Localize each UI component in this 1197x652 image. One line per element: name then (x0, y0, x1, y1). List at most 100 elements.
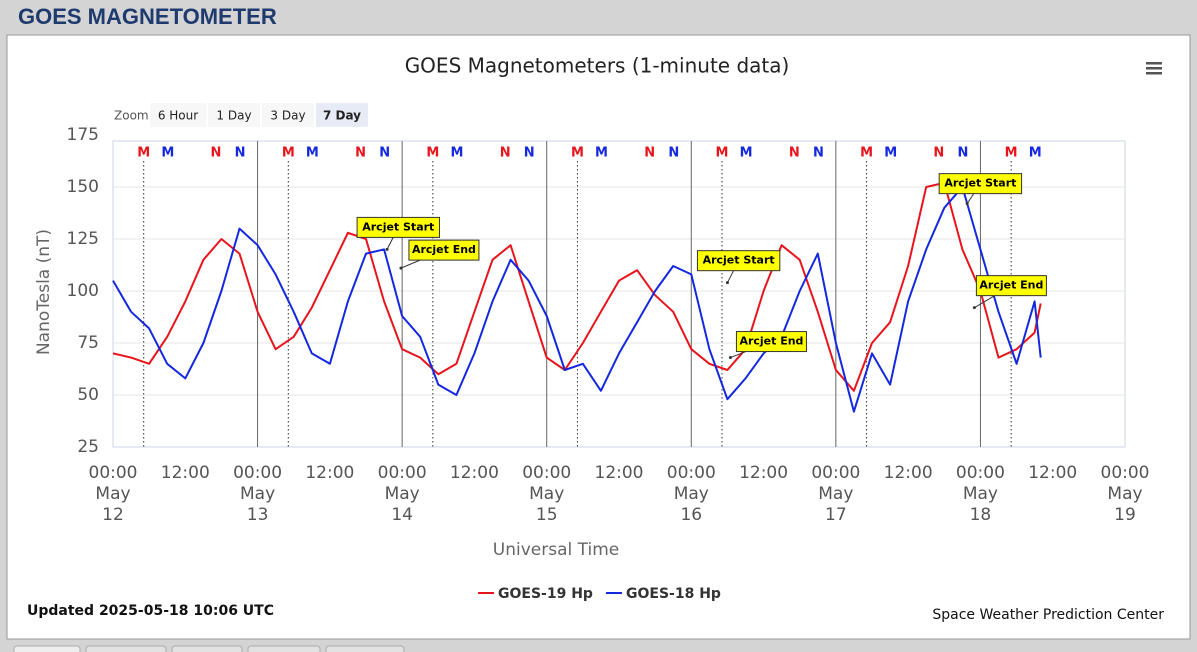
annotation-text: Arcjet End (412, 243, 476, 256)
marker-label: M (740, 146, 753, 161)
y-tick-label: 25 (77, 437, 99, 457)
x-tick-label: May (529, 484, 564, 504)
marker-label: M (571, 146, 584, 161)
series-line (112, 181, 1042, 392)
annotation-text: Arcjet Start (362, 220, 434, 233)
marker-label: M (860, 146, 873, 161)
marker-label: N (355, 146, 366, 161)
x-tick-label: May (1107, 484, 1142, 504)
y-tick-label: 100 (67, 281, 99, 301)
zoom-button-label: 6 Hour (158, 109, 198, 123)
chart-title: GOES Magnetometers (1-minute data) (405, 54, 790, 78)
x-tick-label: May (240, 484, 275, 504)
x-tick-label: 15 (536, 505, 558, 525)
marker-label: M (161, 146, 174, 161)
x-tick-label: 16 (680, 505, 702, 525)
zoom-button-bg (316, 103, 368, 127)
legend-item[interactable]: GOES-19 Hp (478, 586, 593, 602)
annotation-box (938, 173, 1023, 195)
x-tick-label: 00:00 (233, 463, 282, 483)
tab[interactable] (171, 645, 243, 652)
marker-label: N (644, 146, 655, 161)
x-tick-label: May (674, 484, 709, 504)
y-tick-label: 50 (77, 385, 99, 405)
zoom-button[interactable]: 3 Day (262, 103, 314, 127)
legend-label: GOES-18 Hp (626, 586, 721, 602)
menu-bar (1146, 67, 1162, 70)
x-tick-label: 12:00 (1028, 463, 1077, 483)
y-tick-label: 150 (67, 177, 99, 197)
x-tick-label: 19 (1114, 505, 1136, 525)
annotation-text: Arcjet Start (703, 254, 775, 267)
marker-label: N (379, 146, 390, 161)
annotation-point (965, 202, 969, 206)
marker-label: M (884, 146, 897, 161)
x-tick-label: 00:00 (811, 463, 860, 483)
y-tick-label: 75 (77, 333, 99, 353)
tab[interactable] (13, 645, 81, 652)
zoom-button[interactable]: 1 Day (208, 103, 260, 127)
marker-label: N (789, 146, 800, 161)
annotation-point (728, 356, 732, 360)
marker-label: N (235, 146, 246, 161)
menu-bar (1146, 62, 1162, 65)
x-tick-label: 00:00 (522, 463, 571, 483)
zoom-button-bg (208, 103, 260, 127)
marker-label: M (595, 146, 608, 161)
menu-button[interactable] (1146, 62, 1162, 75)
x-tick-label: May (963, 484, 998, 504)
zoom-button[interactable]: 7 Day (316, 103, 368, 127)
marker-label: M (716, 146, 729, 161)
annotation-point (385, 247, 389, 251)
tab[interactable] (247, 645, 321, 652)
zoom-button-bg (150, 103, 206, 127)
marker-label: M (1029, 146, 1042, 161)
updated-text: Updated 2025-05-18 10:06 UTC (27, 603, 274, 619)
marker-label: M (137, 146, 150, 161)
x-tick-label: May (385, 484, 420, 504)
zoom-button-label: 3 Day (270, 109, 305, 123)
marker-label: M (282, 146, 295, 161)
y-tick-label: 125 (67, 229, 99, 249)
credit-text: Space Weather Prediction Center (932, 607, 1164, 623)
marker-label: N (500, 146, 511, 161)
x-tick-label: 18 (970, 505, 992, 525)
annotation-box (356, 216, 440, 238)
series-line (112, 186, 1042, 413)
x-tick-label: 12:00 (884, 463, 933, 483)
x-tick-label: 12 (102, 505, 124, 525)
annotation-text: Arcjet End (739, 335, 803, 348)
x-tick-label: 00:00 (667, 463, 716, 483)
zoom-label: Zoom (114, 109, 149, 123)
x-tick-label: 12:00 (161, 463, 210, 483)
zoom-button[interactable]: 6 Hour (150, 103, 206, 127)
zoom-button-label: 7 Day (323, 109, 361, 123)
annotation-point (972, 306, 976, 310)
x-tick-label: 12:00 (739, 463, 788, 483)
annotation-box (696, 250, 781, 272)
x-tick-label: 12:00 (305, 463, 354, 483)
annotation-point (399, 266, 403, 270)
marker-label: N (813, 146, 824, 161)
marker-label: M (1005, 146, 1018, 161)
x-tick-label: 00:00 (956, 463, 1005, 483)
x-tick-label: May (95, 484, 130, 504)
y-axis-label: NanoTesla (nT) (34, 229, 54, 355)
x-tick-label: 14 (391, 505, 413, 525)
marker-label: N (958, 146, 969, 161)
annotation-text: Arcjet End (979, 279, 1043, 292)
zoom-button-label: 1 Day (216, 109, 251, 123)
tab[interactable] (85, 645, 167, 652)
annotation-box (735, 331, 807, 353)
legend-item[interactable]: GOES-18 Hp (606, 586, 721, 602)
menu-bar (1146, 72, 1162, 75)
zoom-button-bg (262, 103, 314, 127)
x-tick-label: 00:00 (1101, 463, 1150, 483)
legend-label: GOES-19 Hp (498, 586, 593, 602)
x-axis-label: Universal Time (493, 540, 619, 560)
tab[interactable] (325, 645, 405, 652)
marker-label: M (306, 146, 319, 161)
x-tick-label: 17 (825, 505, 847, 525)
annotation-box (408, 239, 480, 261)
